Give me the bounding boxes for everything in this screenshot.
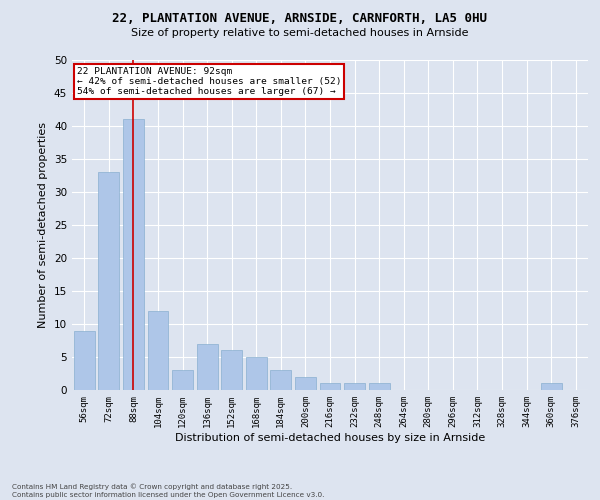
Text: Contains HM Land Registry data © Crown copyright and database right 2025.
Contai: Contains HM Land Registry data © Crown c… (12, 484, 325, 498)
Text: 22, PLANTATION AVENUE, ARNSIDE, CARNFORTH, LA5 0HU: 22, PLANTATION AVENUE, ARNSIDE, CARNFORT… (113, 12, 487, 26)
Bar (320, 384, 340, 390)
Bar (541, 384, 562, 390)
Bar (221, 350, 242, 390)
Bar (197, 344, 218, 390)
Bar (98, 172, 119, 390)
Bar (271, 370, 292, 390)
Bar (295, 377, 316, 390)
Bar (172, 370, 193, 390)
Text: 22 PLANTATION AVENUE: 92sqm
← 42% of semi-detached houses are smaller (52)
54% o: 22 PLANTATION AVENUE: 92sqm ← 42% of sem… (77, 66, 341, 96)
Bar (246, 357, 267, 390)
Text: Size of property relative to semi-detached houses in Arnside: Size of property relative to semi-detach… (131, 28, 469, 38)
Bar (368, 384, 389, 390)
Bar (344, 384, 365, 390)
Bar (74, 330, 95, 390)
Y-axis label: Number of semi-detached properties: Number of semi-detached properties (38, 122, 49, 328)
X-axis label: Distribution of semi-detached houses by size in Arnside: Distribution of semi-detached houses by … (175, 432, 485, 442)
Bar (123, 120, 144, 390)
Bar (148, 311, 169, 390)
